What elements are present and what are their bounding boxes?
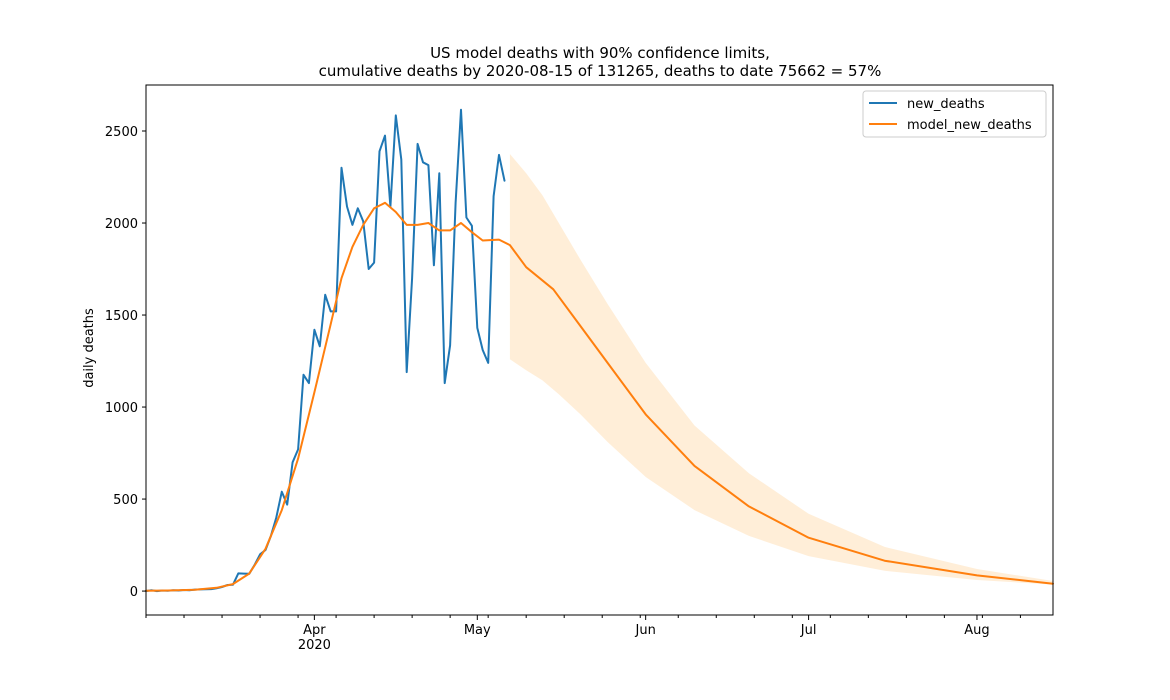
legend-label-new-deaths: new_deaths (907, 97, 985, 112)
y-tick-label: 1000 (105, 401, 138, 416)
legend-box (862, 90, 1047, 138)
y-tick-label: 500 (113, 493, 138, 508)
x-tick-label: Aug (964, 623, 989, 638)
confidence-band (509, 154, 1053, 585)
x-tick-label: Jul (800, 623, 817, 638)
y-tick-label: 2000 (105, 217, 138, 232)
chart-title-line-1: US model deaths with 90% confidence limi… (430, 44, 770, 62)
series-layer (145, 108, 1054, 593)
legend: new_deaths model_new_deaths (862, 90, 1047, 138)
y-tick-label: 1500 (105, 309, 138, 324)
y-tick-label: 0 (130, 585, 138, 600)
x-tick-label: May (464, 623, 491, 638)
x-tick-label: Jun (635, 623, 656, 638)
plot-frame (145, 84, 1054, 616)
x-tick-label: Apr (303, 623, 326, 638)
chart-title-line-2: cumulative deaths by 2020-08-15 of 13126… (319, 62, 882, 80)
y-tick-label: 2500 (105, 125, 138, 140)
y-axis-title: daily deaths (82, 308, 97, 388)
legend-label-model-new-deaths: model_new_deaths (907, 118, 1032, 133)
confidence-band-layer (509, 154, 1053, 585)
x-tick-sublabel: 2020 (298, 638, 331, 653)
series-line-model-new-deaths (145, 201, 1054, 592)
